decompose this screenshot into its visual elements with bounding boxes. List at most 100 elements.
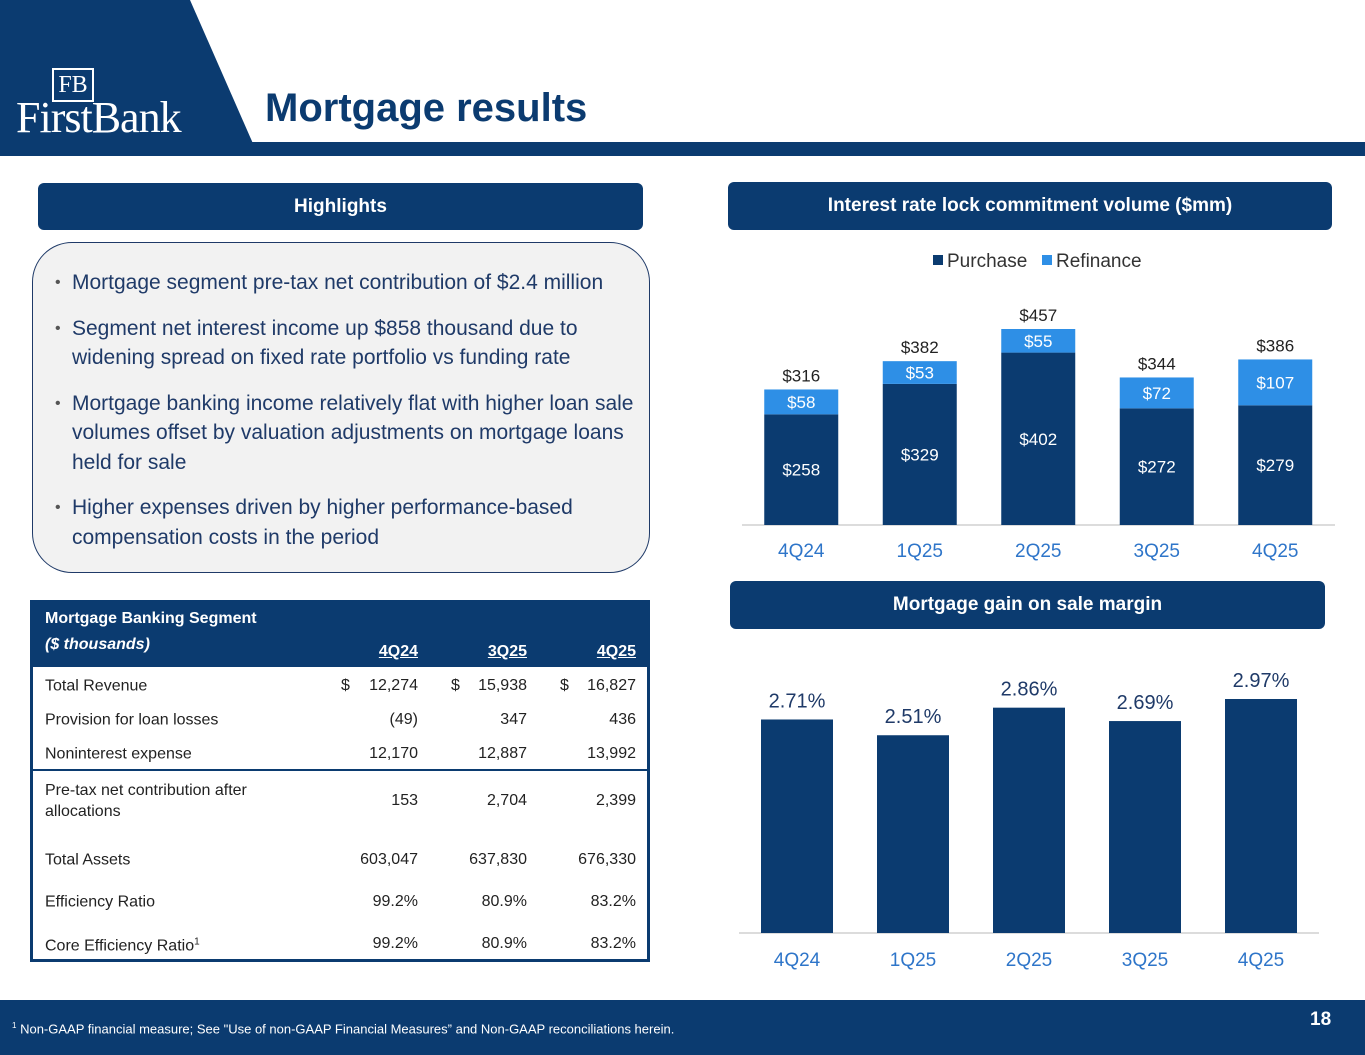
bullet: Mortgage banking income relatively flat … [55,389,652,478]
row-label: Noninterest expense [45,744,290,765]
legend-swatch [933,255,943,265]
page-number: 18 [1310,1009,1332,1030]
bar-segment [1238,405,1313,525]
bar-segment [1119,377,1194,409]
column-header: 4Q24 [378,643,418,660]
total-label: $382 [901,338,939,357]
bullet: Mortgage segment pre-tax net contributio… [55,268,652,298]
total-label: $316 [782,366,820,385]
table [30,600,650,962]
bar-segment [1238,359,1313,406]
section-heading: Highlights [38,183,643,230]
section-heading: Interest rate lock commitment volume ($m… [728,182,1332,230]
currency-symbol: $ [451,677,460,694]
table-divider [30,769,650,771]
highlights-list: Mortgage segment pre-tax net contributio… [55,268,652,568]
bar [761,719,833,933]
total-label: $457 [1019,306,1057,325]
bar-segment [1001,329,1076,353]
header-rule [0,142,1365,156]
cell: 12,170 [369,745,418,762]
bullet: Higher expenses driven by higher perform… [55,493,652,552]
cell: 676,330 [578,851,636,868]
row-label: Efficiency Ratio [45,892,290,913]
x-tick-label: 3Q25 [1122,950,1168,971]
cell: 80.9% [481,935,527,952]
total-label: $386 [1256,336,1294,355]
data-label: 2.69% [1117,692,1174,714]
cell: 436 [609,711,636,728]
row-label: Total Revenue [45,676,290,697]
x-tick-label: 4Q24 [778,541,825,562]
page-title: Mortgage results [265,86,588,130]
cell: 347 [500,711,527,728]
x-tick-label: 4Q24 [774,950,821,971]
cell: 153 [391,792,418,809]
bar-segment [1119,408,1194,525]
x-tick-label: 1Q25 [897,541,943,562]
bar-segment [764,414,839,525]
note-mark: 1 [12,1021,17,1030]
logo-text: FirstBank [16,93,182,142]
x-tick-label: 2Q25 [1015,541,1061,562]
data-label: $402 [1019,430,1057,449]
row-label: Total Assets [45,850,290,871]
x-tick-label: 3Q25 [1134,541,1180,562]
bullet: Segment net interest income up $858 thou… [55,314,652,373]
cell: 15,938 [478,677,527,694]
cell: 12,887 [478,745,527,762]
footnote-text: Non-GAAP financial measure; See "Use of … [20,1021,675,1037]
row-label-text: Noninterest expense [45,745,192,763]
cell: 637,830 [469,851,527,868]
row-label-text: Pre-tax net contribution after allocatio… [45,782,247,820]
cell: 99.2% [372,935,418,952]
note-mark: 1 [194,936,200,948]
footer-band [0,1000,1365,1055]
bar-segment [764,389,839,415]
table-title: Mortgage Banking Segment [45,610,257,627]
cell: 13,992 [587,745,636,762]
bar-segment [882,361,957,384]
cell: 83.2% [590,893,636,910]
cell: 80.9% [481,893,527,910]
section-heading: Mortgage gain on sale margin [730,581,1325,629]
column-header: 3Q25 [487,643,527,660]
column-header: 4Q25 [596,643,636,660]
data-label: $258 [782,461,820,480]
data-label: $272 [1138,458,1176,477]
cell: 12,274 [369,677,418,694]
row-label-text: Efficiency Ratio [45,893,155,911]
legend-swatch [1042,255,1052,265]
cell: 83.2% [590,935,636,952]
data-label: $55 [1024,332,1052,351]
cell: 603,047 [360,851,418,868]
cell: 2,704 [486,792,527,809]
data-label: 2.51% [885,706,942,728]
row-label-text: Total Revenue [45,677,148,695]
data-label: 2.86% [1001,679,1058,701]
data-label: $58 [787,393,815,412]
legend-label: Refinance [1056,251,1142,272]
data-label: $53 [906,364,934,383]
x-tick-label: 4Q25 [1238,950,1284,971]
x-tick-label: 4Q25 [1252,541,1298,562]
bar [1225,699,1297,933]
header-band [0,0,258,155]
bar-segment [1001,352,1076,525]
legend-label: Purchase [947,251,1027,272]
x-tick-label: 1Q25 [890,950,936,971]
data-label: $329 [901,445,939,464]
bar [1109,721,1181,933]
data-label: 2.71% [769,690,826,712]
logo-monogram: FB [52,68,94,102]
bar [993,707,1065,933]
row-label: Provision for loan losses [45,710,290,731]
row-label: Core Efficiency Ratio1 [45,931,290,956]
cell: 99.2% [372,893,418,910]
cell: (49) [389,711,418,728]
cell: 16,827 [587,677,636,694]
total-label: $344 [1138,354,1176,373]
bar-segment [882,383,957,525]
